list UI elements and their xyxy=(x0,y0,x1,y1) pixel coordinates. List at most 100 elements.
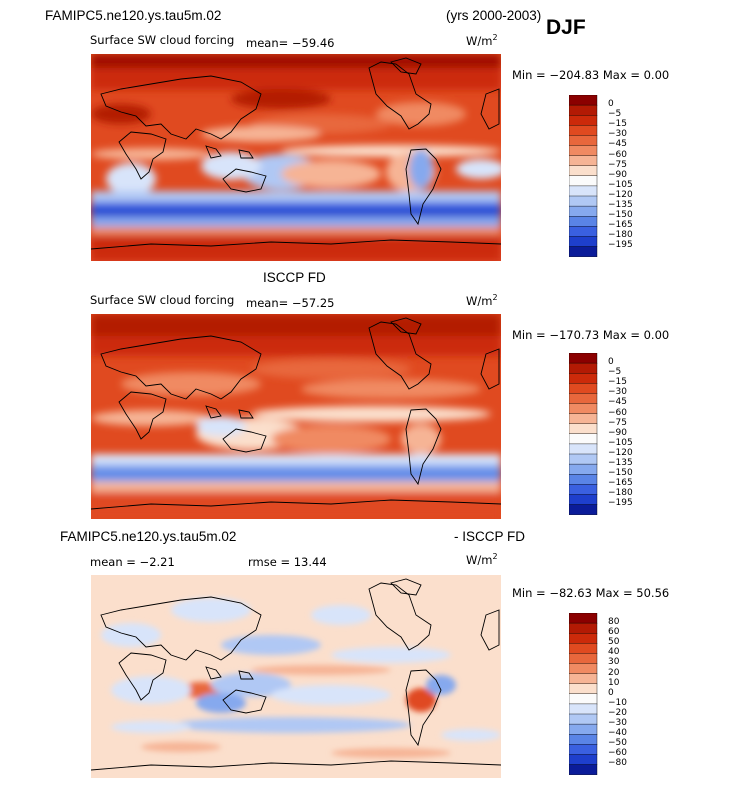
colorbar-swatch xyxy=(569,373,598,384)
colorbar-swatch xyxy=(569,205,598,217)
colorbar-label: −75 xyxy=(608,159,627,170)
panel1-field xyxy=(91,54,501,261)
panel2-field xyxy=(91,314,501,519)
colorbar-label: −165 xyxy=(608,478,633,489)
colorbar-label: −10 xyxy=(608,697,627,708)
colorbar-swatch xyxy=(569,165,598,177)
panel3-rmse: rmse = 13.44 xyxy=(248,555,327,569)
years-label: (yrs 2000-2003) xyxy=(446,8,542,23)
panel3-units: W/m2 xyxy=(466,552,498,567)
colorbar-swatch xyxy=(569,175,598,187)
colorbar-swatch xyxy=(569,494,598,505)
colorbar-swatch xyxy=(569,754,598,765)
colorbar-swatch xyxy=(569,663,598,675)
colorbar-swatch xyxy=(569,443,598,455)
colorbar-label: −150 xyxy=(608,468,633,479)
panel2-mean: mean= −57.25 xyxy=(246,296,335,310)
colorbar-swatch xyxy=(569,453,598,465)
colorbar-swatch xyxy=(569,653,598,665)
colorbar-label: −180 xyxy=(608,488,633,499)
colorbar-label: −135 xyxy=(608,200,633,210)
colorbar-label: −180 xyxy=(608,230,633,241)
colorbar-swatch xyxy=(569,744,598,755)
colorbar-label: 10 xyxy=(608,677,620,688)
colorbar-label: −150 xyxy=(608,210,633,221)
colorbar-swatch xyxy=(569,673,598,685)
colorbar-swatch xyxy=(569,383,598,394)
panel2-map xyxy=(91,314,501,519)
colorbar-swatch xyxy=(569,226,598,237)
panel1-variable: Surface SW cloud forcing xyxy=(90,33,235,47)
colorbar-swatch xyxy=(569,135,598,147)
colorbar-swatch xyxy=(569,713,598,725)
colorbar-label: −165 xyxy=(608,220,633,231)
colorbar-label: −120 xyxy=(608,189,633,200)
colorbar-swatch xyxy=(569,703,598,715)
colorbar-swatch xyxy=(569,215,598,227)
colorbar-swatch xyxy=(569,473,598,485)
colorbar-label: 20 xyxy=(608,667,620,678)
panel3-colorbar xyxy=(569,613,598,775)
panel3-title-right: - ISCCP FD xyxy=(454,529,526,544)
panel3-coastlines xyxy=(91,578,501,771)
colorbar-label: −195 xyxy=(608,498,633,509)
colorbar-swatch xyxy=(569,463,598,475)
panel2-variable: Surface SW cloud forcing xyxy=(90,293,235,307)
colorbar-label: −30 xyxy=(608,718,627,728)
colorbar-label: −75 xyxy=(608,417,627,428)
colorbar-swatch xyxy=(569,723,598,735)
colorbar-swatch xyxy=(569,185,598,197)
colorbar-label: 0 xyxy=(608,99,614,109)
panel1-minmax: Min = −204.83 Max = 0.00 xyxy=(512,68,670,82)
model-title: FAMIPC5.ne120.ys.tau5m.02 xyxy=(45,8,222,23)
colorbar-label: −15 xyxy=(608,377,627,388)
colorbar-label: −20 xyxy=(608,707,627,718)
panel3-minmax: Min = −82.63 Max = 50.56 xyxy=(512,586,670,600)
colorbar-swatch xyxy=(569,353,598,364)
colorbar-label: −80 xyxy=(608,758,627,769)
colorbar-label: −45 xyxy=(608,139,627,150)
colorbar-label: −50 xyxy=(608,738,627,749)
colorbar-swatch xyxy=(569,145,598,157)
colorbar-swatch xyxy=(569,104,598,116)
panel3-map xyxy=(91,575,501,778)
colorbar-swatch xyxy=(569,633,598,644)
panel1-mean: mean= −59.46 xyxy=(246,36,335,50)
panel3-mean: mean = −2.21 xyxy=(90,555,175,569)
colorbar-swatch xyxy=(569,393,598,405)
season-label: DJF xyxy=(546,16,586,39)
colorbar-swatch xyxy=(569,403,598,415)
colorbar-label: −120 xyxy=(608,447,633,458)
panel2-colorbar xyxy=(569,353,598,515)
colorbar-label: −195 xyxy=(608,240,633,251)
colorbar-label: −30 xyxy=(608,129,627,140)
panel2-title: ISCCP FD xyxy=(263,270,326,285)
colorbar-label: −60 xyxy=(608,748,627,759)
colorbar-label: −135 xyxy=(608,458,633,468)
colorbar-swatch xyxy=(569,504,598,515)
colorbar-swatch xyxy=(569,733,598,745)
colorbar-label: 60 xyxy=(608,627,620,638)
colorbar-label: −30 xyxy=(608,387,627,398)
colorbar-label: −40 xyxy=(608,728,627,739)
colorbar-swatch xyxy=(569,115,598,126)
colorbar-swatch xyxy=(569,413,598,425)
colorbar-label: 30 xyxy=(608,657,620,668)
colorbar-swatch xyxy=(569,362,598,374)
colorbar-swatch xyxy=(569,246,598,257)
panel1-units: W/m2 xyxy=(466,33,498,48)
panel3-title-left: FAMIPC5.ne120.ys.tau5m.02 xyxy=(60,529,237,544)
colorbar-swatch xyxy=(569,195,598,207)
colorbar-label: −5 xyxy=(608,109,622,120)
colorbar-swatch xyxy=(569,764,598,775)
colorbar-label: −5 xyxy=(608,367,622,378)
colorbar-label: −60 xyxy=(608,407,627,418)
colorbar-swatch xyxy=(569,484,598,495)
colorbar-swatch xyxy=(569,433,598,445)
colorbar-swatch xyxy=(569,155,598,167)
colorbar-swatch xyxy=(569,683,598,695)
colorbar-label: −105 xyxy=(608,179,633,190)
colorbar-label: 40 xyxy=(608,647,620,658)
colorbar-swatch xyxy=(569,125,598,136)
colorbar-swatch xyxy=(569,95,598,106)
